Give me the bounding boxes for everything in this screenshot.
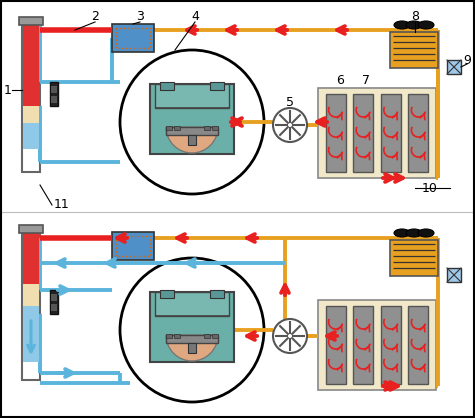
Text: 10: 10: [422, 181, 438, 194]
Text: 3: 3: [136, 10, 144, 23]
Wedge shape: [166, 335, 218, 361]
Bar: [23, 123, 39, 149]
Bar: [381, 306, 401, 384]
Bar: [51, 86, 57, 93]
Ellipse shape: [394, 21, 410, 29]
Text: 11: 11: [54, 199, 70, 212]
Text: 9: 9: [463, 54, 471, 66]
Bar: [150, 84, 234, 154]
Text: 2: 2: [91, 10, 99, 23]
Bar: [23, 25, 39, 106]
Text: 8: 8: [411, 10, 419, 23]
Wedge shape: [166, 127, 218, 153]
Bar: [188, 135, 196, 145]
Bar: [390, 32, 438, 68]
Bar: [210, 290, 224, 298]
Circle shape: [273, 108, 307, 142]
Bar: [51, 294, 57, 301]
Bar: [22, 232, 40, 380]
Bar: [19, 17, 43, 25]
Bar: [51, 96, 57, 103]
Text: 1: 1: [4, 84, 12, 97]
Bar: [212, 334, 218, 338]
Bar: [204, 334, 210, 338]
Bar: [353, 306, 373, 384]
Bar: [318, 88, 436, 178]
Bar: [174, 334, 180, 338]
Bar: [150, 292, 234, 362]
Bar: [408, 94, 428, 172]
Bar: [353, 94, 373, 172]
Ellipse shape: [394, 229, 410, 237]
Bar: [160, 82, 174, 90]
Ellipse shape: [418, 229, 434, 237]
Text: 7: 7: [362, 74, 370, 87]
Bar: [210, 82, 224, 90]
Circle shape: [273, 319, 307, 353]
Bar: [447, 60, 461, 74]
Bar: [447, 268, 461, 282]
Circle shape: [120, 50, 264, 194]
Bar: [51, 304, 57, 311]
Bar: [50, 290, 58, 314]
Text: 5: 5: [286, 97, 294, 110]
Bar: [166, 127, 218, 135]
Bar: [23, 284, 39, 306]
Bar: [318, 300, 436, 390]
Ellipse shape: [406, 21, 422, 29]
Bar: [390, 240, 438, 276]
Bar: [23, 306, 39, 362]
Ellipse shape: [418, 21, 434, 29]
Bar: [166, 126, 172, 130]
Text: 6: 6: [336, 74, 344, 87]
Bar: [381, 94, 401, 172]
Bar: [155, 292, 229, 316]
Circle shape: [120, 258, 264, 402]
Text: 4: 4: [191, 10, 199, 23]
Bar: [204, 126, 210, 130]
Bar: [212, 126, 218, 130]
Bar: [23, 233, 39, 284]
Ellipse shape: [406, 229, 422, 237]
Bar: [174, 126, 180, 130]
Bar: [325, 306, 346, 384]
Bar: [116, 236, 150, 256]
Bar: [166, 334, 172, 338]
Bar: [166, 335, 218, 343]
Bar: [188, 343, 196, 353]
Bar: [50, 82, 58, 106]
Bar: [22, 24, 40, 172]
Bar: [408, 306, 428, 384]
Bar: [19, 225, 43, 233]
Bar: [112, 232, 154, 260]
Bar: [155, 84, 229, 108]
Bar: [23, 106, 39, 123]
Bar: [160, 290, 174, 298]
Bar: [116, 28, 150, 48]
Bar: [112, 24, 154, 52]
Bar: [325, 94, 346, 172]
